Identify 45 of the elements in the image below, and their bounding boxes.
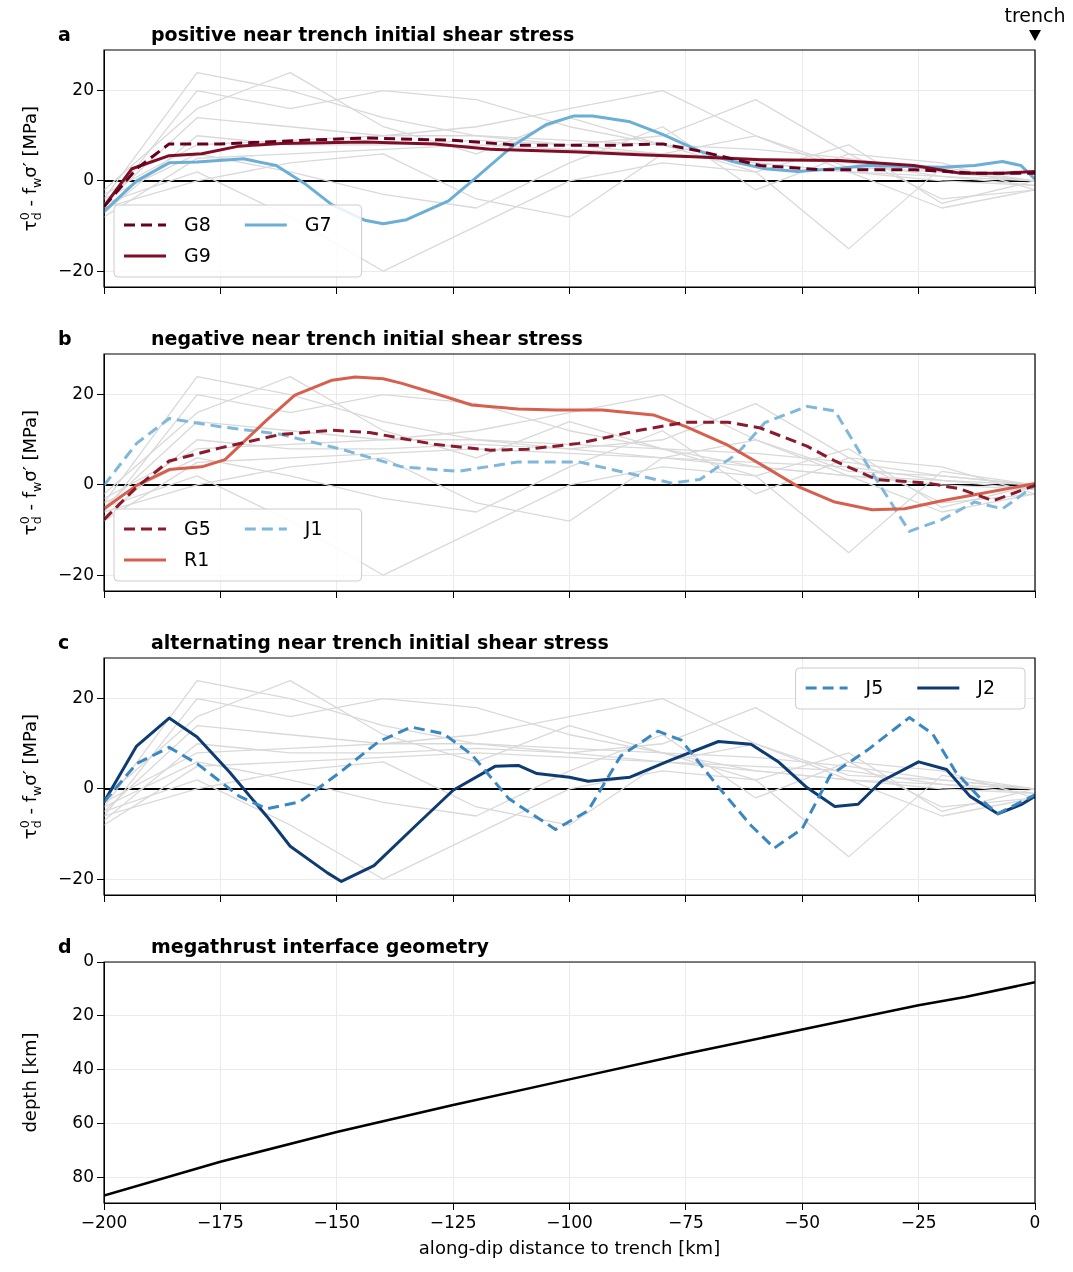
x-tick-label: −50 — [784, 1211, 821, 1232]
y-axis-title: τ0d - fwσ′ [MPa] — [16, 409, 44, 536]
y-tick-label: 40 — [72, 1058, 94, 1079]
x-tick-label: −25 — [900, 1211, 937, 1232]
chart-title: alternating near trench initial shear stress — [151, 631, 609, 653]
x-axis-title: along-dip distance to trench [km] — [418, 1236, 721, 1258]
y-tick-label: 80 — [72, 1166, 94, 1187]
y-tick-label: 20 — [72, 1004, 94, 1025]
y-tick-label: 20 — [72, 687, 94, 708]
y-tick-label: −20 — [58, 259, 94, 280]
y-tick-label: 20 — [72, 79, 94, 100]
legend-label: G8 — [184, 212, 211, 235]
text: d — [58, 935, 72, 957]
y-tick-label: 0 — [83, 169, 94, 190]
x-tick-label: −100 — [546, 1211, 593, 1232]
y-tick-label: 60 — [72, 1112, 94, 1133]
text: c — [58, 631, 70, 653]
y-tick-label: 0 — [83, 473, 94, 494]
legend-label: G5 — [184, 516, 211, 539]
legend-label: J1 — [303, 516, 323, 539]
legend-label: J5 — [864, 675, 884, 698]
y-axis-title: τ0d - fwσ′ [MPa] — [16, 105, 44, 232]
x-tick-label: −125 — [429, 1211, 477, 1232]
x-tick-label: −200 — [80, 1211, 128, 1232]
legend-label: G7 — [304, 212, 332, 235]
y-axis-title: depth [km] — [19, 1032, 40, 1133]
x-tick-label: −175 — [197, 1211, 244, 1232]
y-tick-label: −20 — [58, 867, 94, 888]
x-tick-label: −150 — [313, 1211, 361, 1232]
y-tick-label: 20 — [72, 383, 94, 404]
text: trench — [1004, 4, 1066, 26]
chart-title: negative near trench initial shear stress — [151, 327, 583, 349]
legend-label: J2 — [976, 675, 996, 698]
x-tick-label: 0 — [1029, 1211, 1041, 1232]
y-tick-label: 0 — [83, 777, 94, 798]
y-tick-label: 0 — [83, 950, 94, 971]
y-tick-label: −20 — [58, 563, 94, 584]
x-tick-label: −75 — [667, 1211, 704, 1232]
legend-label: R1 — [184, 547, 210, 570]
chart-title: megathrust interface geometry — [151, 935, 490, 957]
legend-label: G9 — [184, 243, 211, 266]
chart-title: positive near trench initial shear stress — [151, 23, 575, 45]
y-axis-title: τ0d - fwσ′ [MPa] — [16, 713, 44, 840]
text: a — [58, 23, 71, 45]
text: b — [58, 327, 72, 349]
